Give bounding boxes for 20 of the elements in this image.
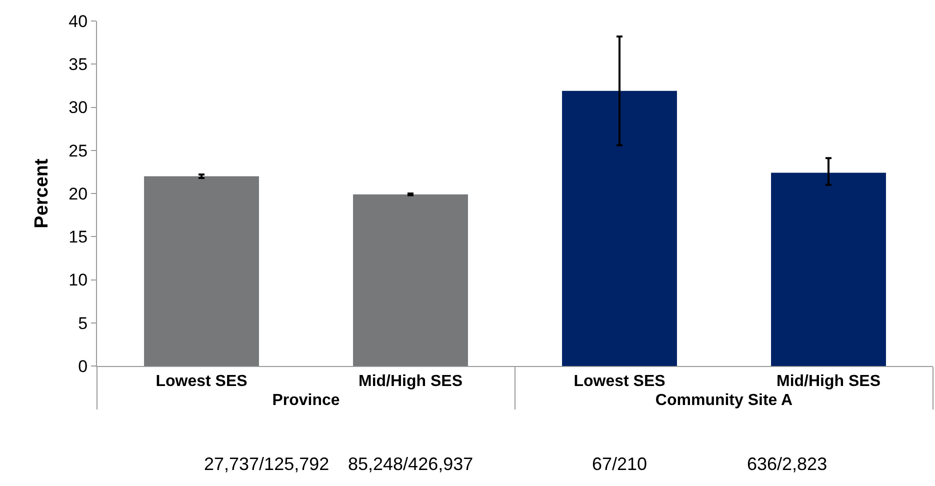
- y-axis-title: Percent: [32, 158, 53, 228]
- x-tick-label: Mid/High SES: [776, 373, 881, 390]
- y-tick-label: 10: [68, 270, 88, 290]
- text: 636/2,823: [747, 454, 828, 474]
- y-tick-label: 0: [78, 356, 88, 376]
- y-tick-label: 5: [78, 314, 88, 333]
- x-tick-label: Lowest SES: [574, 373, 666, 390]
- x-tick-label: Mid/High SES: [358, 373, 463, 390]
- y-tick-label: 35: [68, 55, 88, 74]
- y-tick-label: 30: [68, 98, 88, 118]
- text: 27,737/125,792: [204, 454, 330, 474]
- text: 85,248/426,937: [348, 454, 474, 474]
- y-tick-label: 15: [68, 228, 88, 247]
- y-tick-label: 40: [68, 12, 88, 31]
- text: Community Site A: [655, 392, 794, 410]
- text: Province: [272, 392, 340, 410]
- text: 67/210: [592, 454, 648, 474]
- x-tick-label: Lowest SES: [156, 373, 248, 390]
- y-tick-label: 25: [68, 141, 88, 160]
- y-tick-label: 20: [68, 184, 88, 204]
